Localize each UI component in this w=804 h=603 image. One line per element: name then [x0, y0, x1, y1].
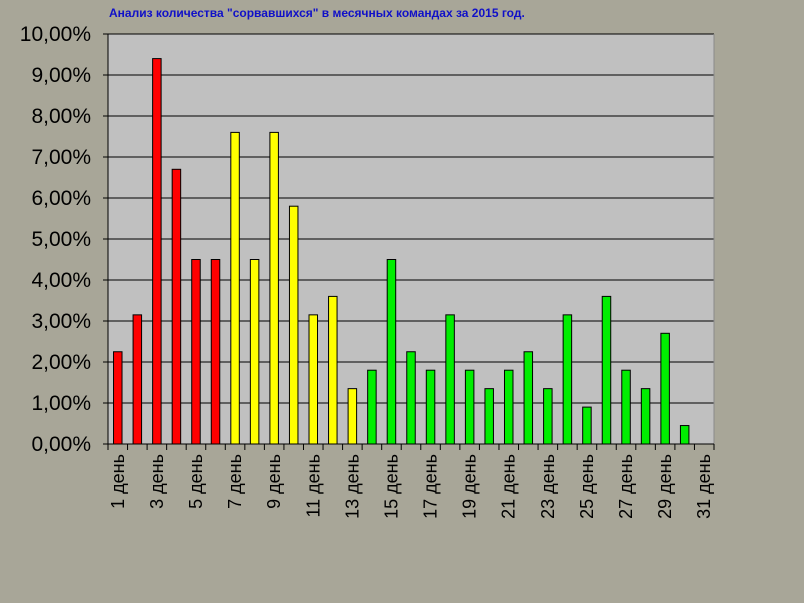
bar: [679, 425, 690, 445]
bar: [288, 205, 299, 445]
bar: [601, 295, 612, 445]
y-tick-label: 10,00%: [20, 23, 91, 46]
bar: [269, 131, 279, 445]
y-tick-label: 5,00%: [31, 228, 91, 251]
bar: [210, 259, 221, 445]
bar: [308, 314, 319, 445]
x-tick-label: 7 день: [225, 454, 245, 509]
x-tick-label: 21 день: [499, 454, 519, 519]
bar: [347, 388, 358, 445]
x-axis-ticks: 1 день 3 день 5 день 7 день 9 день 11 день 13 …: [108, 454, 714, 519]
x-tick-label: 25 день: [577, 454, 597, 519]
x-tick-label: 23 день: [538, 454, 558, 519]
bar: [445, 314, 455, 445]
y-axis-ticks: 0,00% 1,00% 2,00% 3,00% 4,00% 5,00% 6,00% 7,00%…: [20, 23, 91, 456]
x-tick-label: 31 день: [694, 454, 714, 519]
bar: [328, 295, 338, 445]
x-tick-label: 27 день: [616, 454, 636, 519]
bar: [249, 259, 260, 445]
bar: [621, 369, 631, 445]
axes: [103, 33, 715, 450]
bar: [132, 314, 143, 445]
bar: [113, 351, 123, 445]
y-tick-label: 6,00%: [31, 187, 91, 210]
bar: [464, 369, 475, 445]
bar: [562, 314, 573, 445]
bar: [523, 351, 534, 445]
bar: [484, 388, 494, 445]
y-tick-label: 0,00%: [31, 433, 91, 456]
x-tick-label: 9 день: [264, 454, 284, 509]
x-tick-label: 19 день: [460, 454, 480, 519]
bar: [152, 58, 162, 445]
bar: [543, 388, 553, 445]
bar: [425, 369, 436, 445]
x-tick-label: 15 день: [381, 454, 401, 519]
y-tick-label: 8,00%: [31, 105, 91, 128]
x-tick-label: 13 день: [342, 454, 362, 519]
bar: [386, 259, 397, 445]
x-tick-label: 11 день: [303, 454, 323, 518]
bars: [113, 58, 690, 445]
x-tick-label: 17 день: [421, 454, 441, 519]
bar: [191, 259, 201, 445]
y-tick-label: 1,00%: [31, 392, 91, 415]
y-tick-label: 2,00%: [31, 351, 91, 374]
x-tick-label: 3 день: [147, 454, 167, 509]
y-tick-label: 3,00%: [31, 310, 91, 333]
x-tick-label: 1 день: [108, 454, 128, 509]
bar: [171, 168, 182, 445]
bar: [406, 351, 416, 445]
y-tick-label: 9,00%: [31, 64, 91, 87]
x-tick-label: 29 день: [655, 454, 675, 519]
x-tick-label: 5 день: [186, 454, 206, 509]
bar: [640, 388, 651, 445]
chart-title: Анализ количества "сорвавшихся" в месячн…: [109, 6, 525, 20]
bar: [230, 131, 240, 445]
bar: [367, 369, 377, 445]
y-tick-label: 4,00%: [31, 269, 91, 292]
bar: [660, 332, 670, 445]
bar: [582, 406, 592, 445]
y-tick-label: 7,00%: [31, 146, 91, 169]
bar: [503, 369, 514, 445]
